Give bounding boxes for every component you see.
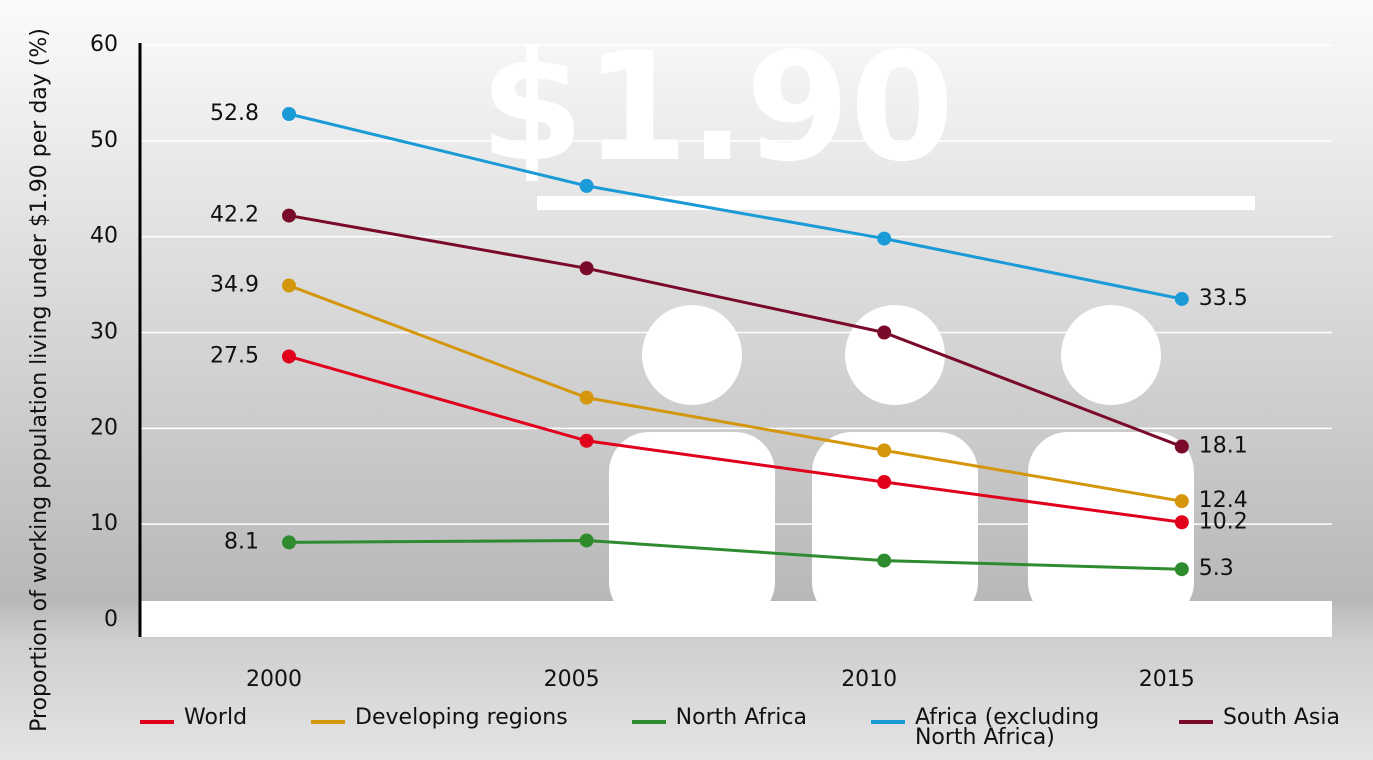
people-icons — [609, 305, 1194, 622]
legend-swatch — [140, 720, 174, 724]
point — [579, 178, 594, 193]
data-label: 33.5 — [1199, 286, 1248, 311]
base-strip — [140, 601, 1332, 637]
legend-item: North Africa — [631, 705, 807, 748]
data-label: 5.3 — [1199, 556, 1234, 581]
point — [877, 325, 892, 340]
y-tick-label: 20 — [90, 415, 118, 440]
point — [282, 208, 296, 223]
point — [877, 443, 892, 458]
decor-bar — [537, 196, 1255, 210]
point — [877, 475, 892, 489]
series-line — [288, 214, 1183, 448]
series-line — [288, 355, 1183, 524]
legend-swatch — [870, 720, 905, 724]
point — [282, 535, 296, 550]
legend-swatch — [311, 720, 346, 724]
x-tick-label: 2005 — [544, 667, 600, 692]
data-label: 42.2 — [210, 203, 259, 228]
y-tick-label: 50 — [90, 128, 118, 153]
legend-label: North Africa — [675, 705, 807, 730]
point — [1174, 562, 1189, 577]
point — [1174, 515, 1189, 530]
y-tick-label: 10 — [90, 511, 118, 536]
point — [579, 390, 594, 405]
x-tick-label: 2000 — [246, 667, 302, 692]
series-line — [288, 538, 1182, 571]
data-label: 27.5 — [210, 343, 259, 368]
data-label: 8.1 — [224, 529, 259, 554]
y-tick-label: 0 — [104, 607, 118, 632]
data-label: 10.2 — [1199, 509, 1248, 534]
legend: World Developing regions North Africa Afric… — [140, 705, 1340, 750]
legend-item: World — [140, 705, 248, 748]
y-tick-label: 30 — [90, 320, 118, 345]
point — [579, 433, 594, 448]
point — [579, 533, 594, 548]
legend-label: Africa (excluding North Africa) — [914, 705, 1100, 750]
x-tick-label: 2015 — [1139, 667, 1195, 692]
point — [282, 349, 296, 364]
data-label: 18.1 — [1199, 434, 1248, 459]
point — [1174, 439, 1189, 454]
legend-label: World — [184, 705, 248, 730]
data-label: 12.4 — [1199, 488, 1248, 513]
legend-swatch — [631, 720, 666, 724]
point — [877, 553, 892, 568]
series-line — [288, 284, 1183, 503]
point — [1174, 291, 1189, 306]
legend-label: South Asia — [1222, 705, 1340, 730]
point — [1174, 494, 1189, 509]
y-axis-label: Proportion of working population living … — [27, 28, 52, 732]
legend-label: Developing regions — [355, 705, 568, 730]
data-label: 34.9 — [210, 273, 259, 298]
point — [579, 261, 594, 276]
legend-item: South Asia — [1178, 705, 1340, 748]
legend-item: Developing regions — [311, 705, 568, 748]
watermark: $1.90 — [480, 21, 954, 195]
point — [877, 231, 892, 246]
y-tick-label: 40 — [90, 224, 118, 249]
legend-item: Africa (excluding North Africa) — [870, 705, 1115, 750]
point — [282, 278, 296, 293]
x-tick-label: 2010 — [841, 667, 897, 692]
data-label: 52.8 — [210, 101, 259, 126]
point — [282, 107, 296, 121]
y-tick-label: 60 — [90, 32, 118, 57]
series-line — [288, 112, 1183, 301]
legend-swatch — [1178, 720, 1213, 724]
